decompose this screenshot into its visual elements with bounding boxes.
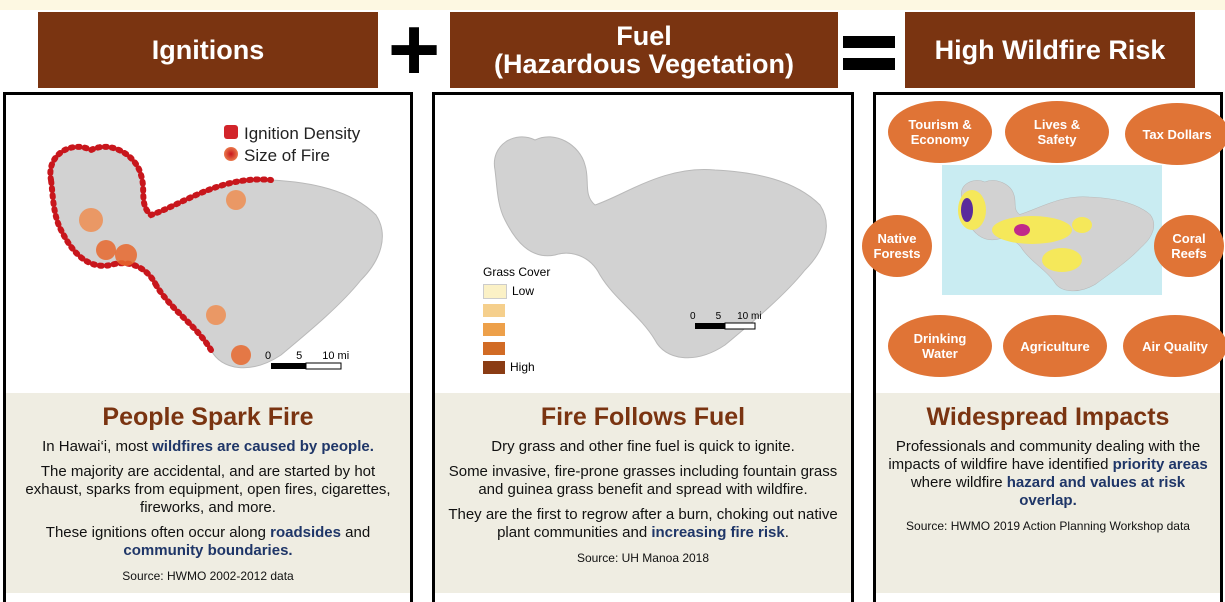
scale-labels: 0 5 10 mi xyxy=(265,350,355,362)
legend-label: Low xyxy=(512,284,534,298)
text-segment: The majority are accidental, and are sta… xyxy=(25,463,390,516)
source: Source: HWMO 2002-2012 data xyxy=(12,567,404,585)
text-segment: These ignitions often occur along xyxy=(46,524,270,541)
paragraph: Professionals and community dealing with… xyxy=(882,438,1214,510)
scale-label: 10 mi xyxy=(737,311,761,322)
legend-item: Ignition Density xyxy=(224,123,360,145)
header-box: Fuel(Hazardous Vegetation) xyxy=(450,12,838,88)
legend: Ignition Density Size of Fire xyxy=(224,123,360,167)
text-segment: . xyxy=(785,524,789,541)
legend-title: Grass Cover xyxy=(483,263,550,282)
text-segment: Some invasive, fire-prone grasses includ… xyxy=(449,463,838,498)
panel: Widespread Impacts Professionals and comm… xyxy=(873,92,1223,602)
impact-circle: Agriculture xyxy=(1003,315,1107,377)
emphasis: hazard and values at risk overlap. xyxy=(1007,474,1185,509)
risk-map xyxy=(942,165,1162,295)
equals-sign xyxy=(843,36,895,72)
impact-circle: Coral Reefs xyxy=(1154,215,1224,277)
source: Source: UH Manoa 2018 xyxy=(441,549,845,567)
impact-circle: Native Forests xyxy=(862,215,932,277)
emphasis: increasing fire risk xyxy=(651,524,784,541)
scale-labels: 0 5 10 mi xyxy=(690,311,780,322)
scale-label: 5 xyxy=(716,311,722,322)
top-strip xyxy=(0,0,1225,10)
text-segment: Dry grass and other fine fuel is quick t… xyxy=(491,438,795,455)
emphasis: roadsides xyxy=(270,524,341,541)
paragraph: Some invasive, fire-prone grasses includ… xyxy=(441,463,845,499)
scale-label: 5 xyxy=(296,350,302,362)
impact-circle: Tax Dollars xyxy=(1125,103,1225,165)
legend-item: Low xyxy=(483,282,550,301)
header-term: High Wildfire Risk xyxy=(935,36,1166,64)
paragraph: They are the first to regrow after a bur… xyxy=(441,506,845,542)
text-block: Fire Follows Fuel Dry grass and other fin… xyxy=(435,393,851,593)
legend-swatch xyxy=(483,301,550,320)
legend-swatch xyxy=(483,339,550,358)
panel: 0 5 10 mi Grass Cover Low High Fire Follow… xyxy=(432,92,854,602)
paragraph: Dry grass and other fine fuel is quick t… xyxy=(441,438,845,456)
header-box: Ignitions xyxy=(38,12,378,88)
paragraph: These ignitions often occur along roadsi… xyxy=(12,524,404,560)
text-segment: where wildfire xyxy=(911,474,1007,491)
scale-label: 0 xyxy=(690,311,696,322)
legend-label: High xyxy=(510,360,535,374)
header-term: Ignitions xyxy=(152,36,264,64)
scale-label: 10 mi xyxy=(322,350,349,362)
header-term: Fuel xyxy=(616,22,672,50)
impact-circle: Tourism & Economy xyxy=(888,101,992,163)
panel: Ignition Density Size of Fire 0 5 10 mi Pe… xyxy=(3,92,413,602)
emphasis: wildfires are caused by people. xyxy=(152,438,374,455)
legend: Grass Cover Low High xyxy=(483,263,550,377)
heading: Fire Follows Fuel xyxy=(435,403,851,432)
legend-label: Ignition Density xyxy=(244,124,360,143)
emphasis: priority areas xyxy=(1113,456,1208,473)
legend-label: Size of Fire xyxy=(244,146,330,165)
impact-circle: Lives & Safety xyxy=(1005,101,1109,163)
impact-circle: Air Quality xyxy=(1123,315,1225,377)
emphasis: community boundaries. xyxy=(123,542,292,559)
text-block: People Spark Fire In Hawai‘i, most wildfi… xyxy=(6,393,410,593)
header-box: High Wildfire Risk xyxy=(905,12,1195,88)
text-segment: In Hawai‘i, most xyxy=(42,438,152,455)
source: Source: HWMO 2019 Action Planning Worksh… xyxy=(882,517,1214,535)
legend-item: Size of Fire xyxy=(224,145,360,167)
heading: Widespread Impacts xyxy=(876,403,1220,432)
legend-swatch xyxy=(483,320,550,339)
scale-label: 0 xyxy=(265,350,271,362)
heading: People Spark Fire xyxy=(6,403,410,432)
page: Ignitions + Fuel(Hazardous Vegetation) H… xyxy=(0,0,1225,602)
text-segment: and xyxy=(341,524,370,541)
impact-circle: Drinking Water xyxy=(888,315,992,377)
paragraph: The majority are accidental, and are sta… xyxy=(12,463,404,517)
paragraph: In Hawai‘i, most wildfires are caused by… xyxy=(12,438,404,456)
plus-sign: + xyxy=(384,10,444,90)
header-term: (Hazardous Vegetation) xyxy=(494,50,794,78)
legend-item: High xyxy=(483,358,550,377)
text-block: Widespread Impacts Professionals and comm… xyxy=(876,393,1220,593)
